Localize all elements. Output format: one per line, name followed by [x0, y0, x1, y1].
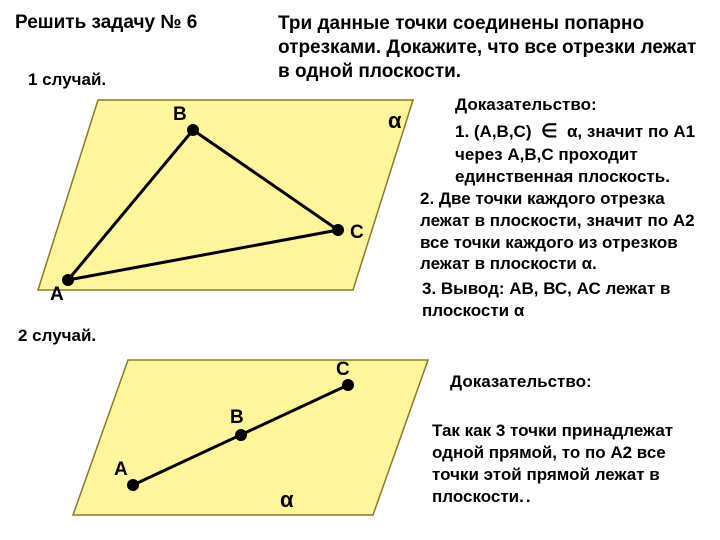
label-a-2: А — [114, 459, 128, 480]
diagram-case2: А В С α — [58, 345, 438, 530]
point-c-1 — [332, 224, 344, 236]
plane-alpha-2 — [73, 360, 428, 515]
membership-icon: ∈ — [541, 121, 558, 142]
page-title: Решить задачу № 6 — [15, 12, 197, 34]
period-icon: . — [526, 487, 531, 506]
label-alpha-1: α — [388, 108, 402, 133]
proof2-body: Так как 3 точки принадлежат одной прямой… — [432, 420, 717, 508]
label-b-1: В — [173, 104, 187, 125]
proof1-step1-a: 1. (А,В,С) — [455, 122, 532, 141]
label-a-1: А — [50, 284, 64, 305]
proof1-step2: 2. Две точки каждого отрезка лежат в пло… — [420, 188, 715, 275]
diagram-case1: А В С α — [18, 90, 418, 320]
proof2-text: Так как 3 точки принадлежат одной прямой… — [432, 421, 673, 506]
point-a-1 — [62, 274, 74, 286]
point-b-1 — [187, 124, 199, 136]
label-c-1: С — [350, 222, 364, 243]
proof2-heading: Доказательство: — [450, 372, 592, 392]
label-c-2: С — [336, 359, 350, 380]
proof1-step3: 3. Вывод: АВ, ВС, АС лежат в плоскости α — [422, 278, 717, 322]
plane-alpha-1 — [38, 100, 413, 290]
problem-statement: Три данные точки соединены попарно отрез… — [278, 12, 708, 83]
label-alpha-2: α — [280, 487, 294, 512]
point-b-2 — [235, 429, 247, 441]
case1-label: 1 случай. — [28, 70, 106, 90]
proof1-heading: Доказательство: — [455, 95, 597, 115]
point-a-2 — [127, 479, 139, 491]
case2-label: 2 случай. — [18, 326, 96, 346]
proof1-step1: 1. (А,В,С) ∈ α, значит по А1 через А,В,С… — [455, 120, 713, 188]
point-c-2 — [342, 379, 354, 391]
label-b-2: В — [230, 407, 244, 428]
